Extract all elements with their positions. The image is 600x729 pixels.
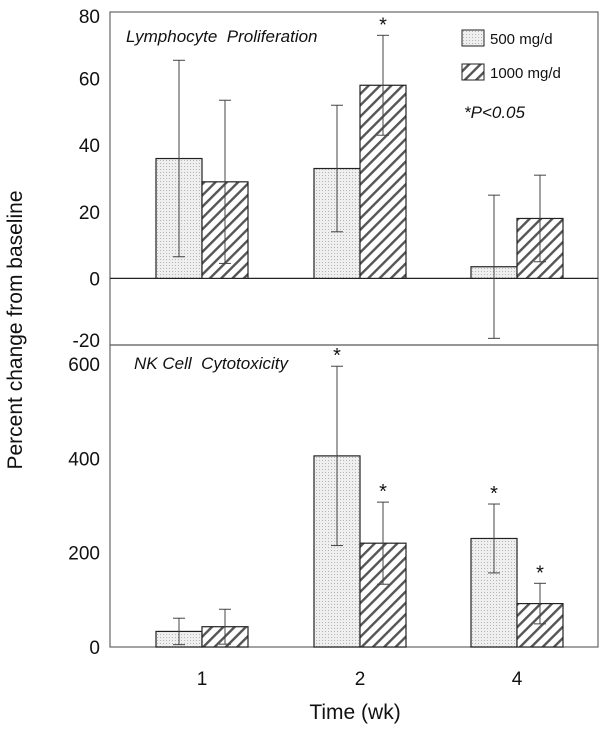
top-panel-title: Lymphocyte Proliferation <box>126 27 318 46</box>
lymph-y-tick-3: 20 <box>79 203 100 224</box>
nk-y-tick-2: 200 <box>68 544 100 565</box>
bottom-panel-title: NK Cell Cytotoxicity <box>134 354 289 373</box>
legend-label-500: 500 mg/d <box>490 31 553 48</box>
nk-y-tick-0: 600 <box>68 355 100 376</box>
x-axis-label: Time (wk) <box>309 701 400 724</box>
nk-significance-star-1000-wk2: * <box>379 481 387 503</box>
nk-y-tick-3: 0 <box>89 638 100 659</box>
legend-swatch-1000 <box>461 63 485 81</box>
lymph-y-tick-0: 80 <box>79 7 100 28</box>
lymph-y-tick-1: 60 <box>79 70 100 91</box>
x-tick-4: 4 <box>512 669 523 690</box>
nk-significance-star-500-wk4: * <box>490 483 498 505</box>
lymph-significance-star-1000-wk2: * <box>379 14 387 36</box>
x-tick-2: 2 <box>355 669 366 690</box>
lymph-y-tick-2: 40 <box>79 136 100 157</box>
lymph-y-tick-4: 0 <box>89 269 100 290</box>
y-axis-label: Percent change from baseline <box>4 191 27 470</box>
x-tick-1: 1 <box>197 669 208 690</box>
legend-swatch-500 <box>461 29 485 47</box>
nk-significance-star-500-wk2: * <box>333 345 341 367</box>
nk-significance-star-1000-wk4: * <box>536 562 544 584</box>
legend-label-1000: 1000 mg/d <box>490 65 561 82</box>
nk-y-tick-1: 400 <box>68 449 100 470</box>
significance-note: *P<0.05 <box>464 103 526 122</box>
lymph-y-tick-5: -20 <box>73 331 100 352</box>
